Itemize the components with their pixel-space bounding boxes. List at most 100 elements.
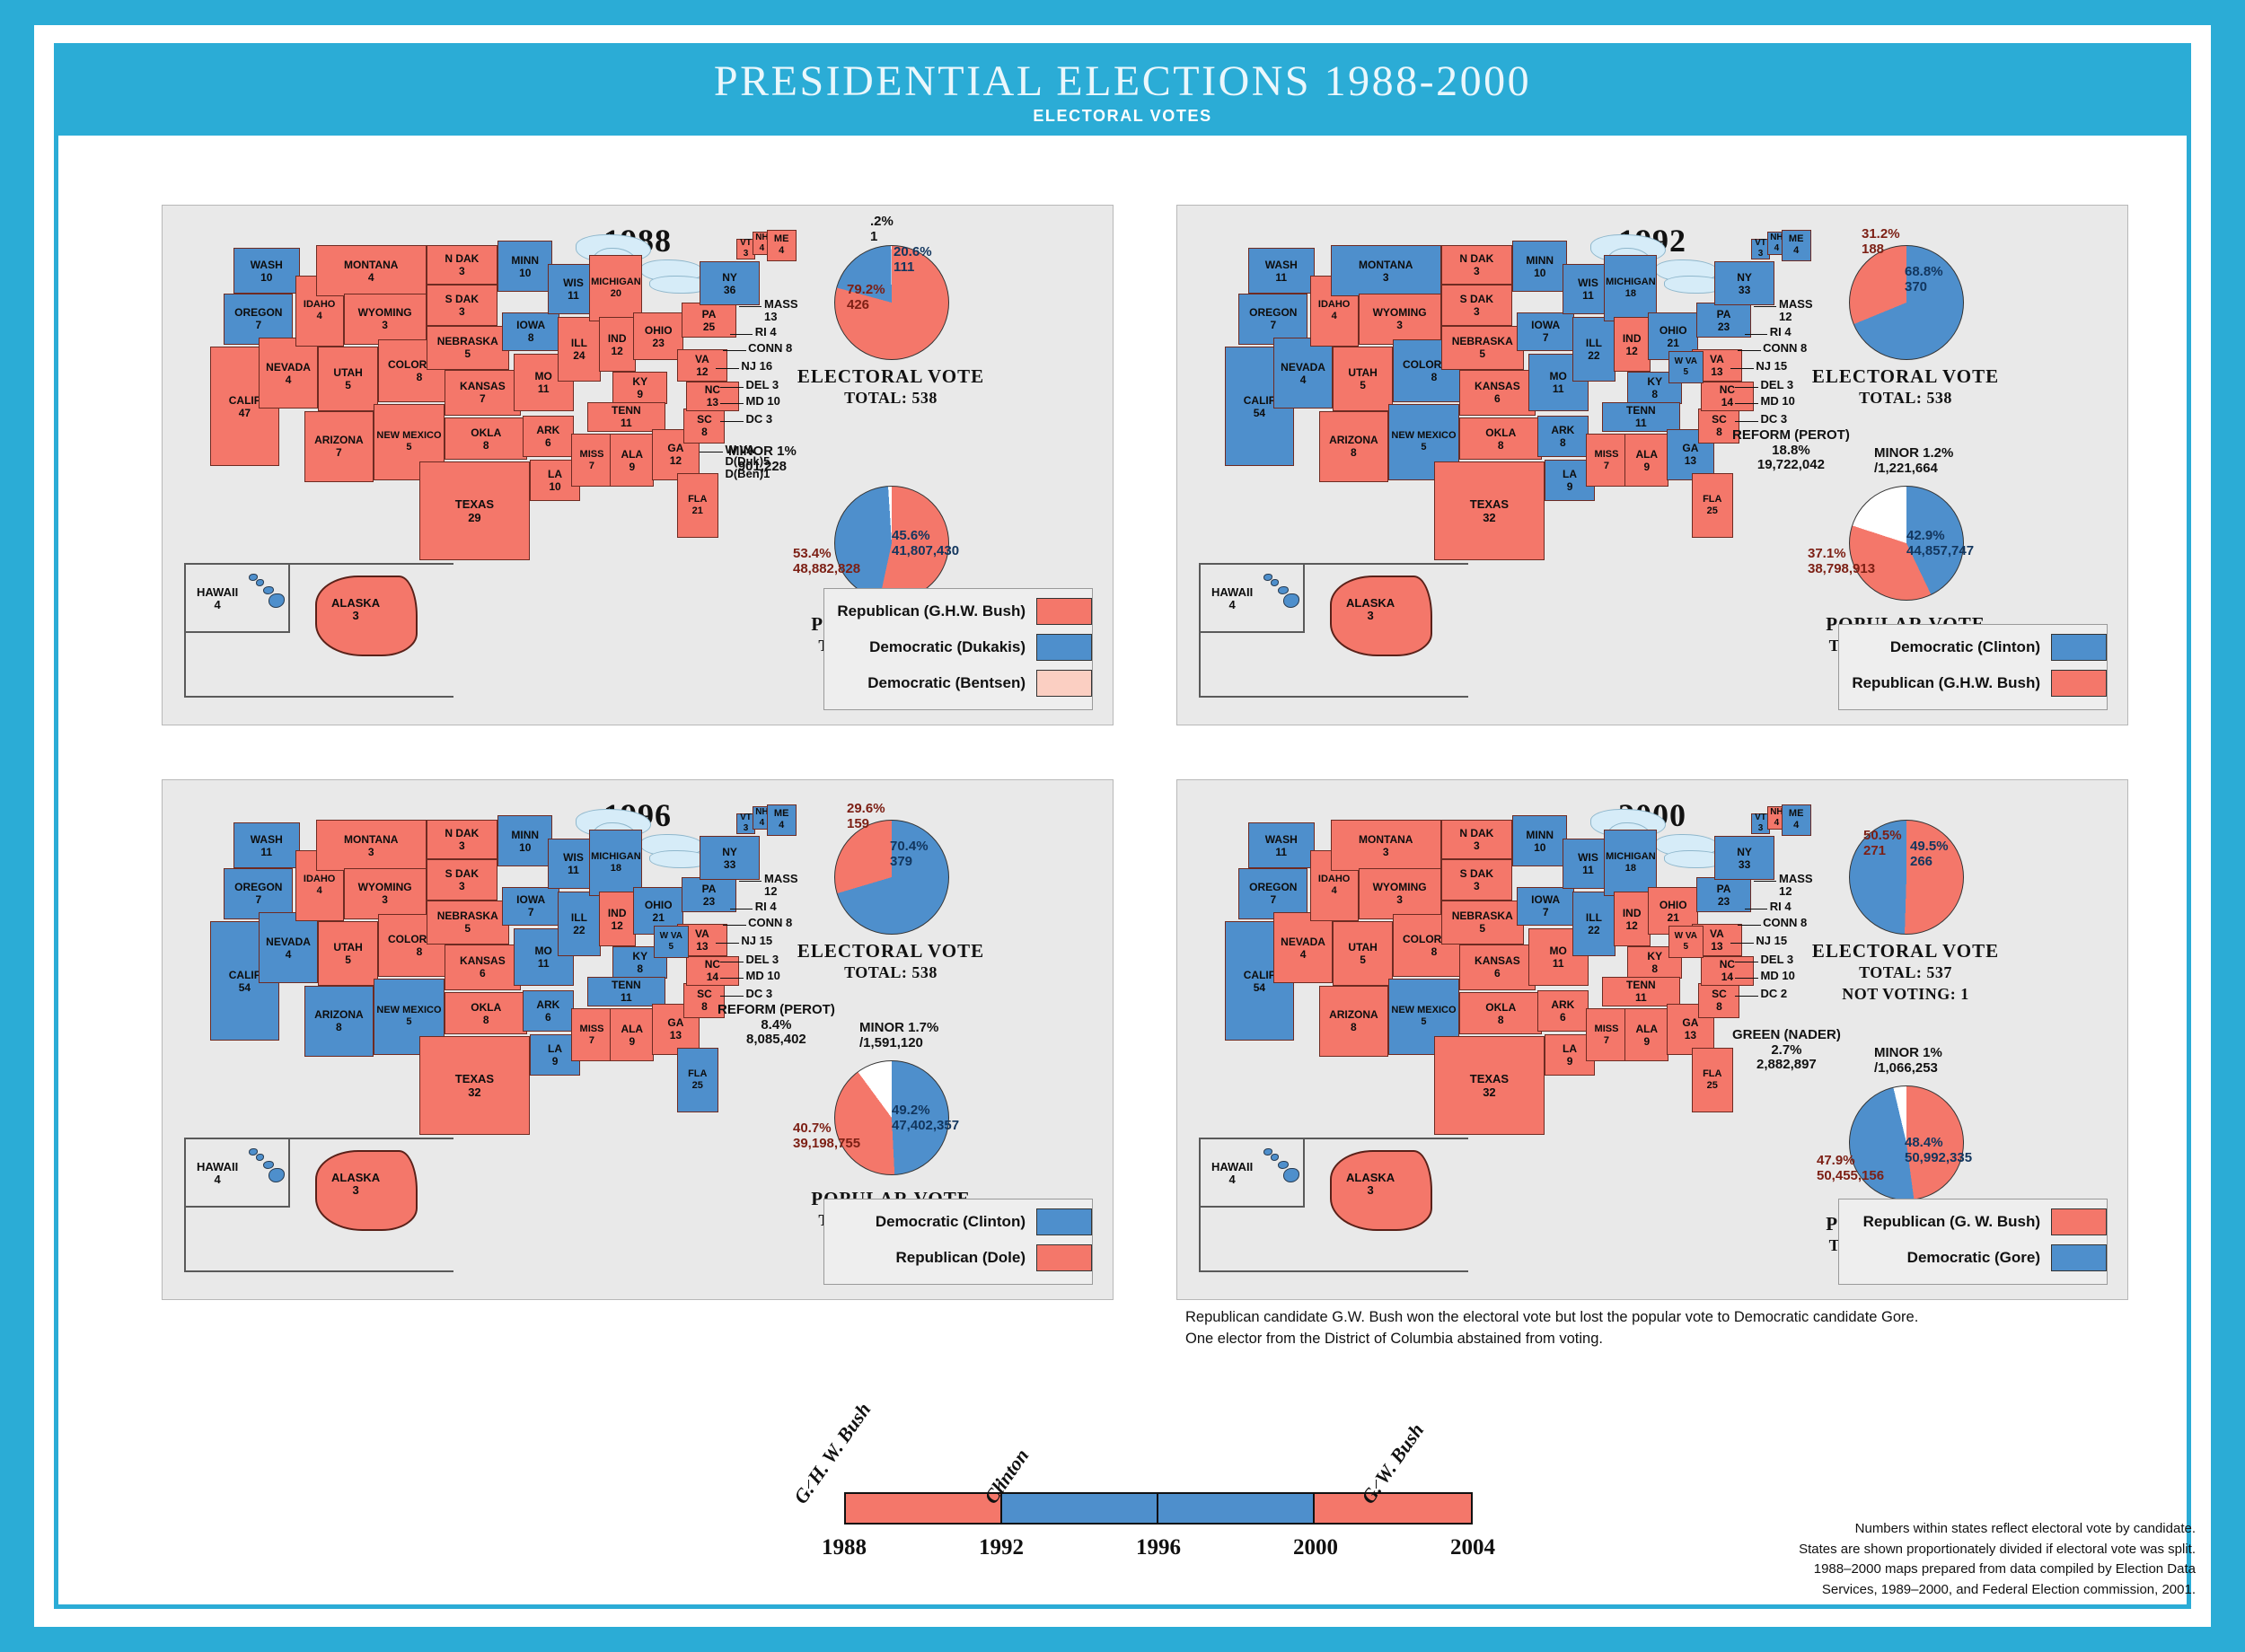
state-abbr: W VA — [659, 931, 682, 942]
state-electoral-votes: 4 — [1299, 947, 1307, 961]
state-w-va-1992: W VA 5 — [1668, 351, 1704, 384]
state-abbr: NEVADA — [266, 360, 311, 373]
electoral-dem-label-2000: 49.5% 266 — [1910, 839, 1949, 869]
state-electoral-votes: 9 — [629, 460, 636, 473]
state-label-kansas: KANSAS 6 — [445, 945, 519, 989]
state-electoral-votes: 11 — [1275, 845, 1288, 858]
state-abbr: UTAH — [1348, 940, 1378, 953]
state-nebraska-1988: NEBRASKA 5 — [426, 326, 509, 370]
state-label-miss: MISS 7 — [1587, 435, 1626, 486]
state-abbr: PA — [701, 882, 717, 895]
legend-row-1: Democratic (Dukakis) — [824, 632, 1101, 663]
popular-minor-label-2000: MINOR 1%/1,066,253 — [1874, 1045, 1942, 1076]
state-label-ark: ARK 8 — [1538, 417, 1587, 456]
state-abbr: MO — [1549, 369, 1567, 382]
state-utah-1992: UTAH 5 — [1333, 347, 1393, 411]
timeline-segment-2 — [1158, 1494, 1315, 1523]
state-sc-2000: SC 8 — [1698, 983, 1740, 1018]
state-electoral-votes: 5 — [406, 442, 412, 453]
state-electoral-votes: 8 — [1351, 1021, 1357, 1034]
state-label-montana: MONTANA 3 — [1332, 821, 1440, 869]
hawaii-island-3 — [1283, 593, 1299, 608]
state-electoral-votes: 3 — [382, 319, 388, 332]
callout-mass: MASS 12 — [1779, 872, 1813, 898]
state-abbr: ARIZONA — [314, 434, 364, 447]
state-label-ark: ARK 6 — [524, 991, 572, 1031]
state-abbr: IOWA — [1531, 893, 1561, 907]
state-miss-1996: MISS 7 — [570, 1008, 613, 1062]
state-abbr: OKLA — [1485, 1000, 1517, 1014]
state-label-sc: SC 8 — [1699, 984, 1739, 1016]
state-label-n-dak: N DAK 3 — [427, 246, 497, 284]
state-electoral-votes: 13 — [1711, 365, 1723, 378]
state-electoral-votes: 3 — [743, 823, 749, 834]
state-abbr: IND — [1622, 906, 1642, 919]
note-line-1: Republican candidate G.W. Bush won the e… — [1185, 1309, 1919, 1325]
callout-dc-3: DC 3 — [745, 987, 773, 1001]
state-tenn-2000: TENN 11 — [1601, 976, 1680, 1006]
state-electoral-votes: 7 — [1270, 893, 1277, 907]
hawaii-island-0 — [249, 574, 258, 581]
state-electoral-votes: 11 — [1552, 956, 1564, 970]
state-electoral-votes: 6 — [1494, 967, 1501, 980]
state-electoral-votes: 3 — [1382, 270, 1389, 284]
state-montana-1996: MONTANA 3 — [315, 820, 427, 871]
hawaii-label-1996: HAWAII 4 — [197, 1160, 239, 1186]
state-arizona-2000: ARIZONA 8 — [1319, 985, 1388, 1058]
state-electoral-votes: 14 — [706, 971, 719, 984]
state-nebraska-1992: NEBRASKA 5 — [1440, 326, 1524, 370]
hawaii-island-2 — [1278, 586, 1289, 594]
state-electoral-votes: 8 — [416, 945, 423, 958]
state-abbr: WASH — [1264, 258, 1298, 271]
timeline-segment-0 — [846, 1494, 1002, 1523]
state-electoral-votes: 3 — [459, 880, 465, 893]
state-abbr: FLA — [688, 493, 708, 505]
legend-row-0: Republican (G. W. Bush) — [1839, 1207, 2116, 1237]
state-abbr: OREGON — [234, 306, 283, 320]
state-kansas-2000: KANSAS 6 — [1459, 944, 1536, 990]
legend-row-0: Democratic (Clinton) — [824, 1207, 1101, 1237]
state-ill-1996: ILL 22 — [557, 891, 602, 956]
callout-leader — [1730, 368, 1754, 370]
state-abbr: NEVADA — [1281, 360, 1325, 373]
state-abbr: WYOMING — [357, 306, 412, 320]
legend-label: Democratic (Dukakis) — [869, 638, 1026, 655]
callout-dc-3: DC 3 — [745, 412, 773, 426]
callout-leader — [1735, 996, 1758, 997]
state-abbr: W VA — [1674, 931, 1697, 942]
state-pa-1992: PA 23 — [1695, 303, 1752, 338]
state-electoral-votes: 11 — [1275, 270, 1288, 284]
hawaii-island-2 — [263, 1161, 274, 1169]
state-electoral-votes: 11 — [1582, 289, 1594, 303]
state-label-montana: MONTANA 3 — [317, 821, 426, 869]
state-label-montana: MONTANA 3 — [1332, 246, 1440, 294]
state-label-ind: IND 12 — [600, 892, 635, 945]
state-minn-1988: MINN 10 — [497, 241, 553, 292]
state-electoral-votes: 8 — [1651, 388, 1659, 401]
hawaii-island-3 — [269, 1168, 285, 1182]
state-okla-1992: OKLA 8 — [1459, 417, 1543, 460]
state-abbr: OKLA — [1485, 426, 1517, 439]
state-nc-1996: NC 14 — [685, 955, 739, 986]
state-electoral-votes: 3 — [1474, 880, 1480, 893]
map-legend-1992: Democratic (Clinton) Republican (G.H.W. B… — [1838, 624, 2108, 710]
state-electoral-votes: 3 — [382, 893, 388, 907]
state-electoral-votes: 5 — [464, 347, 471, 361]
state-electoral-votes: 10 — [519, 266, 532, 279]
state-ind-1992: IND 12 — [1613, 316, 1651, 373]
callout-ri-4: RI 4 — [1769, 325, 1792, 339]
popular-dem-label-2000: 48.4% 50,992,335 — [1905, 1135, 1973, 1165]
state-label-minn: MINN 10 — [498, 242, 551, 290]
legend-label: Republican (G. W. Bush) — [1862, 1213, 2040, 1230]
state-abbr: WYOMING — [357, 881, 412, 894]
state-electoral-votes: 4 — [285, 373, 292, 386]
electoral-rep-label-1996: 29.6% 159 — [847, 801, 885, 831]
state-utah-2000: UTAH 5 — [1333, 921, 1393, 986]
state-abbr: IND — [1622, 331, 1642, 345]
timeline-year-1992: 1992 — [979, 1535, 1024, 1560]
state-ill-1992: ILL 22 — [1572, 316, 1616, 382]
state-electoral-votes: 8 — [482, 1013, 489, 1026]
state-electoral-votes: 11 — [260, 845, 273, 858]
state-label-miss: MISS 7 — [572, 1009, 612, 1060]
state-montana-2000: MONTANA 3 — [1330, 820, 1441, 871]
